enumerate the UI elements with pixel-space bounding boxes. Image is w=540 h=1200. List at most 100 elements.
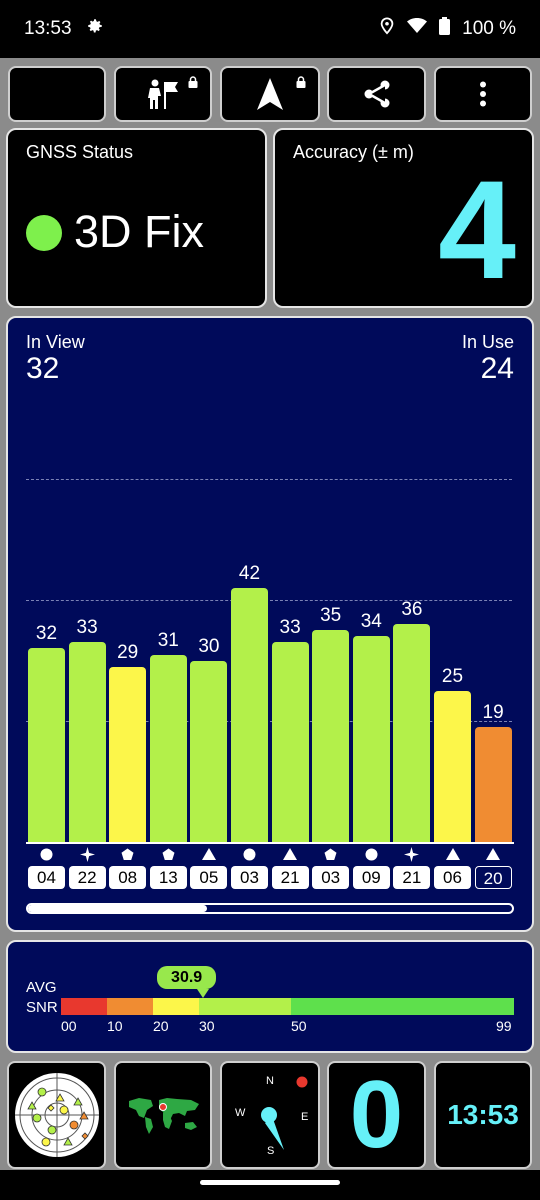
speed-value: 0 [349, 1061, 404, 1168]
in-use-count: 24 [480, 352, 514, 385]
satellite-id-label: 03 [312, 866, 350, 889]
sky-plot-icon [12, 1070, 102, 1160]
snr-tick-label: 30 [199, 1018, 215, 1034]
scrollbar-thumb[interactable] [28, 905, 208, 912]
triangle-constellation-icon [475, 846, 512, 862]
gear-icon [86, 17, 104, 41]
chart-bar-21[interactable] [271, 642, 309, 842]
hiker-flag-icon [146, 78, 180, 110]
chart-bar-value-label: 35 [320, 605, 342, 627]
compass-east-label: E [301, 1111, 309, 1123]
chart-bar-value-label: 32 [35, 623, 58, 645]
snr-label: SNR [26, 999, 58, 1016]
navigation-button[interactable] [220, 66, 320, 122]
chart-bar-09[interactable] [352, 636, 390, 842]
clock-tile[interactable]: 13:53 [434, 1061, 532, 1169]
gesture-nav-bar[interactable] [200, 1180, 340, 1185]
chart-bar-21[interactable] [393, 624, 431, 842]
chart-bar-value-label: 29 [117, 641, 139, 663]
triangle-constellation-icon [434, 846, 471, 862]
compass-tile[interactable]: N E S W [220, 1061, 320, 1169]
chart-bar-value-label: 42 [238, 563, 261, 584]
world-map-icon [125, 1095, 201, 1135]
chart-bar-value-label: 25 [441, 665, 464, 687]
location-icon [379, 17, 395, 41]
speed-tile[interactable]: 0 [327, 1061, 426, 1169]
snr-tick-label: 99 [496, 1018, 512, 1034]
night-mode-button[interactable] [8, 66, 106, 122]
chart-bar-value-label: 31 [157, 629, 179, 651]
circle-constellation-icon [353, 846, 390, 862]
more-options-button[interactable] [434, 66, 532, 122]
chart-gridline [26, 721, 512, 723]
snr-tick-label: 10 [107, 1018, 123, 1034]
accuracy-value: 4 [438, 151, 516, 308]
chart-bar-05[interactable] [190, 660, 228, 842]
chart-bar-value-label: 19 [482, 702, 504, 724]
fix-status-value: 3D Fix [74, 206, 205, 257]
more-vert-icon [479, 81, 487, 107]
wifi-icon [407, 18, 428, 40]
chart-bar-value-label: 33 [279, 617, 301, 639]
battery-percent: 100 % [462, 18, 516, 39]
chart-bar-03[interactable] [231, 588, 268, 842]
satellite-id-label: 09 [352, 866, 390, 889]
satellite-id-label: 06 [434, 866, 471, 889]
circle-constellation-icon [28, 846, 65, 862]
accuracy-label: Accuracy (± m) [293, 142, 414, 162]
gnss-status-label: GNSS Status [26, 142, 134, 162]
satellite-id-label: 13 [149, 866, 187, 889]
fix-indicator-dot [26, 215, 62, 251]
avg-snr-value: 30.9 [157, 966, 217, 998]
accuracy-card[interactable]: Accuracy (± m) 4 [273, 128, 534, 308]
chart-bar-20[interactable] [474, 727, 512, 842]
snr-tick-label: 50 [291, 1018, 307, 1034]
triangle-constellation-icon [272, 846, 309, 862]
chart-gridline [26, 479, 512, 481]
chart-bar-13[interactable] [149, 654, 187, 842]
clock-value: 13:53 [447, 1099, 519, 1130]
share-button[interactable] [327, 66, 426, 122]
satellite-id-label: 21 [271, 866, 309, 889]
circle-constellation-icon [231, 846, 268, 862]
avg-label: AVG [26, 979, 57, 996]
pentagon-constellation-icon [312, 846, 349, 862]
sky-plot-tile[interactable] [7, 1061, 106, 1169]
share-icon [362, 79, 392, 109]
moon-icon [43, 79, 71, 109]
compass-icon: N E S W [225, 1067, 315, 1163]
world-map-tile[interactable] [114, 1061, 212, 1169]
chart-bar-22[interactable] [68, 642, 106, 842]
hiking-mode-button[interactable] [114, 66, 212, 122]
in-view-count: 32 [26, 352, 60, 385]
satellite-id-label: 03 [231, 866, 268, 889]
lock-icon [188, 76, 198, 88]
chart-bar-06[interactable] [434, 690, 471, 842]
snr-scale-segment [107, 998, 153, 1015]
snr-tick-label: 20 [153, 1018, 169, 1034]
chart-bar-value-label: 36 [401, 599, 423, 621]
chart-bar-04[interactable] [28, 648, 65, 842]
triangle-constellation-icon [190, 846, 227, 862]
in-use-label: In Use [461, 332, 514, 352]
snr-scale-segment [61, 998, 107, 1015]
in-view-label: In View [26, 332, 85, 352]
navigation-arrow-icon [257, 78, 283, 110]
satellite-id-label: 21 [393, 866, 431, 889]
compass-north-label: N [266, 1075, 274, 1087]
chart-bar-value-label: 33 [76, 617, 98, 639]
satellite-id-label: 08 [109, 866, 147, 889]
snr-tick-label: 00 [61, 1018, 77, 1034]
chart-baseline [26, 842, 514, 844]
pentagon-constellation-icon [150, 846, 187, 862]
lock-icon [296, 76, 306, 88]
chart-scrollbar[interactable] [26, 903, 514, 914]
snr-scale-segment [291, 998, 514, 1015]
gnss-status-card[interactable]: GNSS Status 3D Fix [6, 128, 267, 308]
chart-bar-03[interactable] [312, 630, 350, 842]
satellite-id-label: 22 [68, 866, 106, 889]
chart-bar-08[interactable] [109, 666, 147, 842]
status-time: 13:53 [24, 18, 72, 39]
snr-scale-segment [153, 998, 199, 1015]
